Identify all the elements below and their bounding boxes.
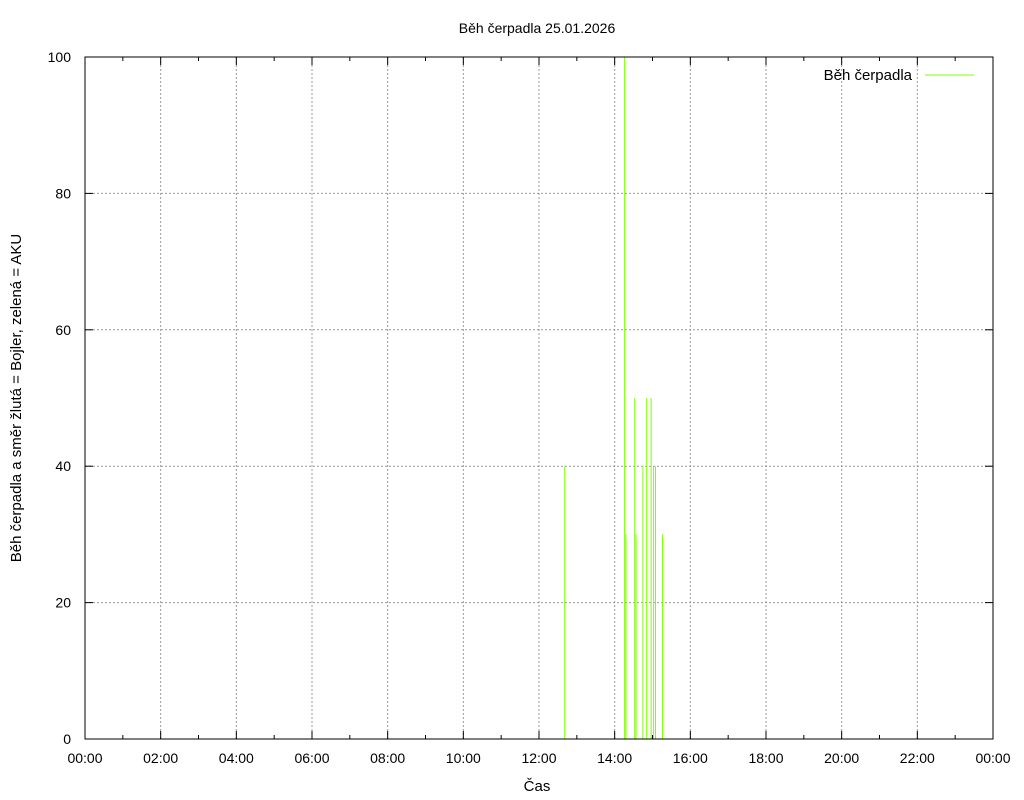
series-layer [564,57,663,739]
plot-frame [84,56,994,740]
y-axis-label: Běh čerpadla a směr žlutá = Bojler, zele… [8,234,25,563]
y-tick-labels: 0 20 40 60 80 100 [48,49,72,747]
x-tick-label: 20:00 [824,750,859,766]
x-tick-label: 12:00 [521,750,556,766]
y-tick-label: 100 [48,49,72,65]
x-tick-label: 00:00 [67,750,102,766]
x-tick-label: 22:00 [900,750,935,766]
x-tick-label: 06:00 [294,750,329,766]
y-tick-label: 0 [63,731,71,747]
y-tick-label: 60 [55,322,71,338]
legend: Běh čerpadla [824,67,974,84]
x-tick-label: 14:00 [597,750,632,766]
x-tick-label: 10:00 [446,750,481,766]
x-tick-label: 02:00 [143,750,178,766]
y-tick-label: 80 [55,185,71,201]
legend-label: Běh čerpadla [824,67,913,84]
x-tick-label: 08:00 [370,750,405,766]
x-axis-label: Čas [524,778,551,795]
x-tick-label: 00:00 [975,750,1010,766]
x-tick-label: 18:00 [748,750,783,766]
chart-title: Běh čerpadla 25.01.2026 [459,20,616,36]
x-tick-label: 04:00 [219,750,254,766]
grid [85,57,993,739]
y-tick-label: 20 [55,595,71,611]
y-tick-label: 40 [55,458,71,474]
x-tick-label: 16:00 [673,750,708,766]
x-tick-labels: 00:00 02:00 04:00 06:00 08:00 10:00 12:00 14:00… [67,750,1010,766]
